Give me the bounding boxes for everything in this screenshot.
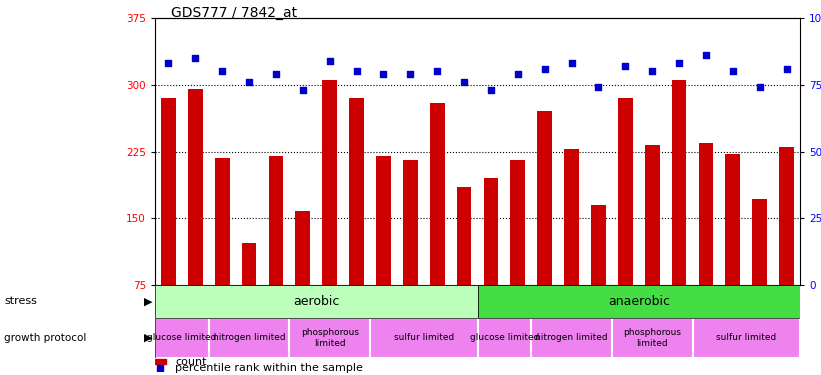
Point: [216, 68, 229, 74]
Point: [296, 87, 310, 93]
Bar: [403, 160, 418, 285]
Bar: [188, 89, 203, 285]
Bar: [779, 147, 794, 285]
Point: [780, 66, 793, 72]
Bar: [296, 211, 310, 285]
Text: stress: stress: [4, 297, 37, 306]
Bar: [268, 156, 283, 285]
Bar: [430, 102, 445, 285]
Point: [484, 87, 498, 93]
Bar: [478, 318, 531, 358]
Bar: [376, 156, 391, 285]
Bar: [215, 158, 230, 285]
Bar: [537, 111, 552, 285]
Bar: [644, 145, 659, 285]
Point: [672, 60, 686, 66]
Point: [592, 84, 605, 90]
Text: nitrogen limited: nitrogen limited: [535, 333, 608, 342]
Bar: [370, 318, 478, 358]
Bar: [612, 318, 692, 358]
Text: ▶: ▶: [144, 333, 153, 343]
Bar: [155, 318, 209, 358]
Point: [350, 68, 363, 74]
Bar: [161, 98, 176, 285]
Text: sulfur limited: sulfur limited: [716, 333, 777, 342]
Bar: [699, 142, 713, 285]
Bar: [618, 98, 633, 285]
Bar: [349, 98, 364, 285]
Text: sulfur limited: sulfur limited: [393, 333, 454, 342]
Text: percentile rank within the sample: percentile rank within the sample: [176, 363, 363, 373]
Text: GDS777 / 7842_at: GDS777 / 7842_at: [172, 6, 297, 20]
Bar: [692, 318, 800, 358]
Bar: [456, 187, 471, 285]
Point: [511, 71, 525, 77]
Point: [645, 68, 658, 74]
Point: [269, 71, 282, 77]
Bar: [155, 359, 167, 364]
Point: [699, 53, 713, 58]
Bar: [209, 318, 289, 358]
Text: glucose limited: glucose limited: [470, 333, 539, 342]
Bar: [564, 149, 579, 285]
Point: [189, 55, 202, 61]
Text: growth protocol: growth protocol: [4, 333, 86, 343]
Point: [154, 365, 167, 371]
Point: [377, 71, 390, 77]
Text: phosphorous
limited: phosphorous limited: [623, 328, 681, 348]
Bar: [323, 80, 337, 285]
Bar: [591, 205, 606, 285]
Text: nitrogen limited: nitrogen limited: [213, 333, 286, 342]
Bar: [155, 285, 478, 318]
Bar: [484, 178, 498, 285]
Bar: [511, 160, 525, 285]
Text: glucose limited: glucose limited: [147, 333, 217, 342]
Point: [565, 60, 578, 66]
Bar: [289, 318, 370, 358]
Bar: [752, 199, 767, 285]
Text: anaerobic: anaerobic: [608, 295, 670, 308]
Text: ▶: ▶: [144, 297, 153, 306]
Point: [538, 66, 551, 72]
Point: [323, 58, 337, 64]
Point: [242, 79, 255, 85]
Text: phosphorous
limited: phosphorous limited: [300, 328, 359, 348]
Point: [457, 79, 470, 85]
Bar: [531, 318, 612, 358]
Bar: [478, 285, 800, 318]
Bar: [672, 80, 686, 285]
Point: [404, 71, 417, 77]
Bar: [726, 154, 741, 285]
Point: [727, 68, 740, 74]
Point: [753, 84, 766, 90]
Text: count: count: [176, 357, 207, 367]
Text: aerobic: aerobic: [293, 295, 339, 308]
Point: [619, 63, 632, 69]
Point: [431, 68, 444, 74]
Bar: [241, 243, 256, 285]
Point: [162, 60, 175, 66]
